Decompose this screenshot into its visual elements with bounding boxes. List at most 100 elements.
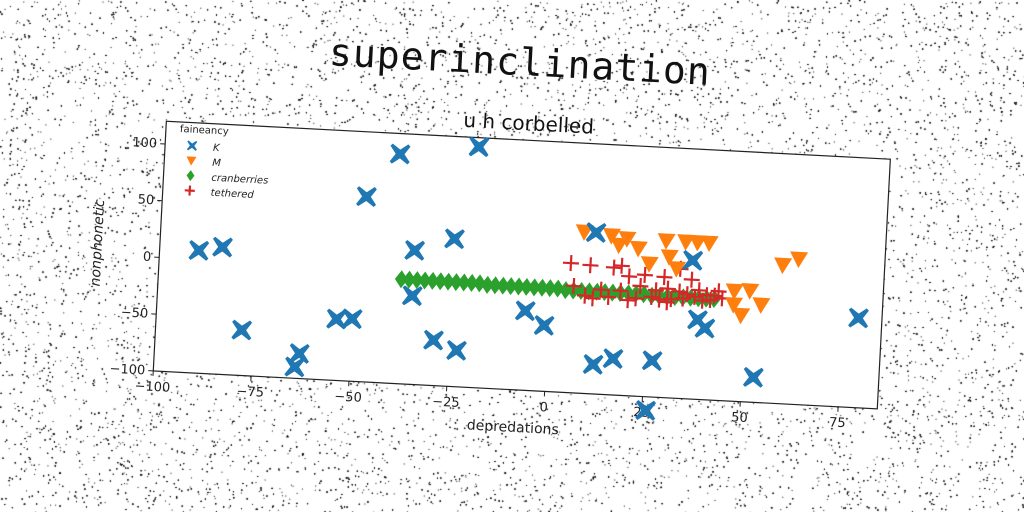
data-point — [418, 271, 432, 290]
x-tick-label: 0 — [539, 400, 548, 415]
x-tick-label: −100 — [134, 379, 170, 396]
data-point — [480, 275, 494, 294]
data-point — [663, 291, 680, 308]
data-point — [284, 356, 306, 378]
data-point — [683, 271, 700, 288]
data-point — [632, 278, 649, 295]
series-tethered — [562, 255, 731, 311]
data-point — [356, 186, 377, 208]
data-point — [613, 257, 630, 274]
data-point — [629, 240, 648, 258]
data-point — [468, 136, 490, 158]
data-point — [658, 294, 676, 311]
data-point — [231, 319, 253, 341]
data-point — [656, 269, 673, 286]
data-point — [600, 288, 617, 305]
data-point — [582, 257, 599, 274]
data-point — [212, 236, 233, 258]
data-point — [512, 277, 526, 296]
data-point — [326, 308, 347, 330]
data-point — [444, 228, 465, 250]
x-tick-label: −50 — [334, 389, 362, 405]
legend-marker — [186, 140, 198, 151]
series-M — [575, 224, 809, 325]
data-point — [741, 283, 760, 300]
data-point — [752, 297, 771, 314]
data-point — [774, 257, 793, 275]
data-point — [640, 256, 659, 273]
data-point — [401, 285, 423, 307]
x-tick-label: −75 — [236, 384, 264, 400]
legend-title: faineancy — [180, 124, 229, 138]
data-point — [582, 353, 604, 375]
y-tick-label: 50 — [137, 192, 154, 208]
data-point — [710, 283, 727, 300]
y-tick-label: −50 — [120, 305, 148, 321]
data-point — [441, 272, 455, 291]
data-point — [465, 273, 479, 292]
data-point — [496, 276, 510, 295]
data-point — [603, 227, 622, 245]
data-point — [848, 307, 869, 329]
data-point — [641, 350, 663, 372]
legend-marker — [184, 185, 195, 196]
data-point — [592, 281, 610, 298]
y-tick-label: −100 — [109, 362, 145, 379]
data-point — [682, 249, 704, 271]
data-point — [679, 286, 696, 303]
data-point — [394, 270, 408, 289]
data-point — [514, 300, 536, 322]
x-tick-label: 75 — [829, 415, 846, 431]
y-axis: −100 −50 0 50 100 — [109, 135, 166, 379]
data-point — [605, 259, 622, 276]
data-point — [543, 279, 557, 298]
data-point — [446, 340, 467, 361]
data-point — [636, 266, 653, 283]
data-point — [647, 282, 664, 299]
legend-label: K — [213, 143, 222, 154]
data-point — [660, 249, 679, 266]
data-point — [288, 343, 310, 364]
axes-frame — [152, 120, 891, 410]
data-point — [742, 366, 764, 388]
data-point — [694, 317, 716, 339]
x-tick-label: 50 — [731, 410, 748, 426]
data-point — [618, 231, 637, 248]
data-point — [584, 290, 601, 307]
data-point — [651, 291, 668, 308]
data-point — [643, 288, 660, 305]
data-point — [585, 222, 607, 243]
y-tick-label: 100 — [132, 135, 158, 151]
legend-label: tethered — [210, 188, 254, 201]
y-axis-label: nonphonetic — [88, 199, 109, 287]
data-point — [790, 251, 809, 269]
data-point — [562, 255, 580, 272]
data-point — [724, 296, 743, 314]
chart-title: u h corbelled — [463, 108, 595, 139]
data-point — [488, 276, 502, 295]
data-point — [341, 308, 363, 330]
data-point — [576, 287, 594, 304]
data-point — [602, 348, 624, 369]
x-axis-label: depredations — [466, 417, 559, 438]
data-point — [402, 270, 416, 289]
data-point — [635, 399, 657, 421]
series-K — [188, 136, 869, 421]
data-point — [627, 290, 644, 307]
x-tick-label: −25 — [432, 395, 460, 411]
data-point — [551, 279, 565, 298]
data-point — [671, 283, 688, 300]
data-point — [188, 240, 210, 261]
data-point — [404, 239, 426, 261]
data-point — [535, 278, 549, 297]
legend-label: cranberries — [211, 173, 268, 187]
legend-marker — [186, 170, 195, 182]
legend-label: M — [212, 158, 222, 169]
data-point — [725, 283, 744, 300]
data-point — [659, 280, 676, 297]
series-layer — [188, 136, 869, 421]
data-point — [527, 278, 541, 297]
